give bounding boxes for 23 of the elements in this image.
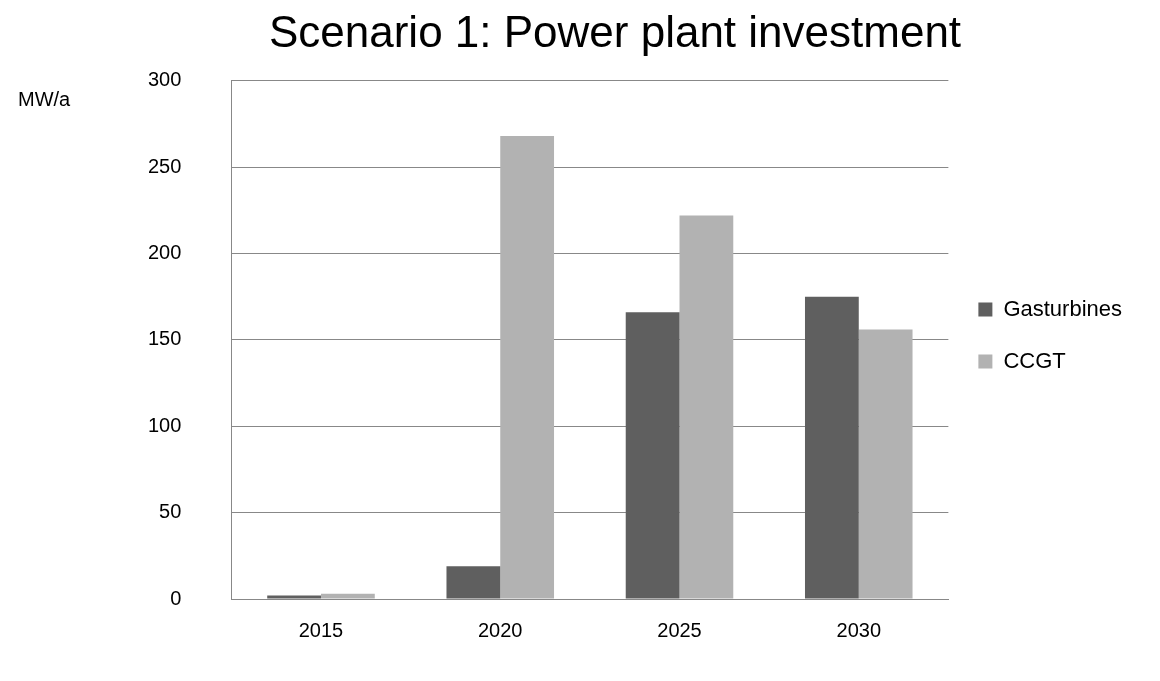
legend-label: CCGT [1003, 347, 1066, 373]
bar [679, 215, 734, 599]
y-tick-label: 250 [147, 154, 182, 177]
bar [446, 566, 501, 599]
bar [858, 329, 913, 599]
bar [500, 136, 555, 599]
x-tick-label: 2025 [657, 618, 702, 641]
y-tick-label: 300 [147, 68, 182, 91]
x-tick-label: 2015 [298, 618, 344, 641]
chart-title: Scenario 1: Power plant investment [268, 6, 962, 56]
bar [321, 593, 375, 599]
bar [625, 312, 680, 599]
y-tick-label: 150 [147, 327, 182, 350]
x-tick-label: 2020 [478, 618, 523, 641]
y-tick-label: 100 [147, 413, 182, 436]
x-tick-label: 2030 [836, 618, 882, 641]
legend-label: Gasturbines [1003, 295, 1123, 321]
y-tick-label: 0 [170, 586, 182, 609]
bar [804, 296, 859, 599]
y-tick-label: 200 [147, 241, 182, 264]
bar [267, 595, 321, 599]
y-tick-label: 50 [159, 500, 182, 523]
y-axis-title: MW/a [18, 88, 72, 111]
